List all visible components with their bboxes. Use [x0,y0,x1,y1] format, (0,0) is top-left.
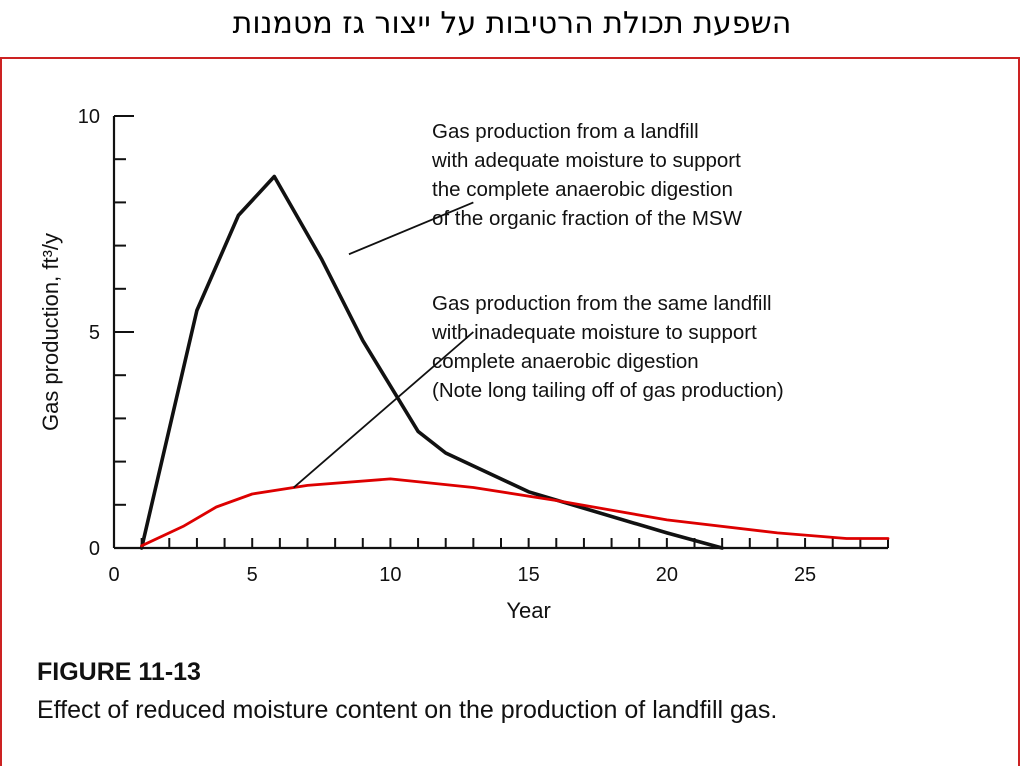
annotation-text-line: the complete anaerobic digestion [432,178,733,201]
slide-frame [0,57,1020,766]
annotation-text-line: with inadequate moisture to support [431,321,757,344]
y-tick-label: 5 [89,322,100,344]
y-tick-label: 10 [78,106,100,128]
x-tick-label: 0 [108,564,119,586]
annotation-text-line: Gas production from the same landfill [432,292,772,315]
adequate-moisture-line [139,174,724,550]
annotation-text-line: with adequate moisture to support [431,149,741,172]
x-tick-label: 10 [379,564,401,586]
figure-number: FIGURE 11-13 [37,658,201,686]
x-tick-label: 15 [518,564,540,586]
annotation-text-line: complete anaerobic digestion [432,350,699,373]
x-tick-label: 5 [247,564,258,586]
x-tick-label: 25 [794,564,816,586]
annotation-text-line: Gas production from a landfill [432,120,699,143]
y-axis-label: Gas production, ft³/y [38,233,63,431]
x-axis-label: Year [506,598,550,623]
x-tick-label: 20 [656,564,678,586]
y-tick-label: 0 [89,538,100,560]
annotation-pointer [293,331,474,489]
annotation-text-line: (Note long tailing off of gas production… [432,379,784,402]
slide-title: השפעת תכולת הרטיבות על ייצור גז מטמנות [232,6,792,41]
annotation-text-line: of the organic fraction of the MSW [432,207,743,230]
inadequate-moisture-line [140,477,890,548]
figure-caption: Effect of reduced moisture content on th… [37,696,778,724]
annotation-pointer [348,201,474,256]
